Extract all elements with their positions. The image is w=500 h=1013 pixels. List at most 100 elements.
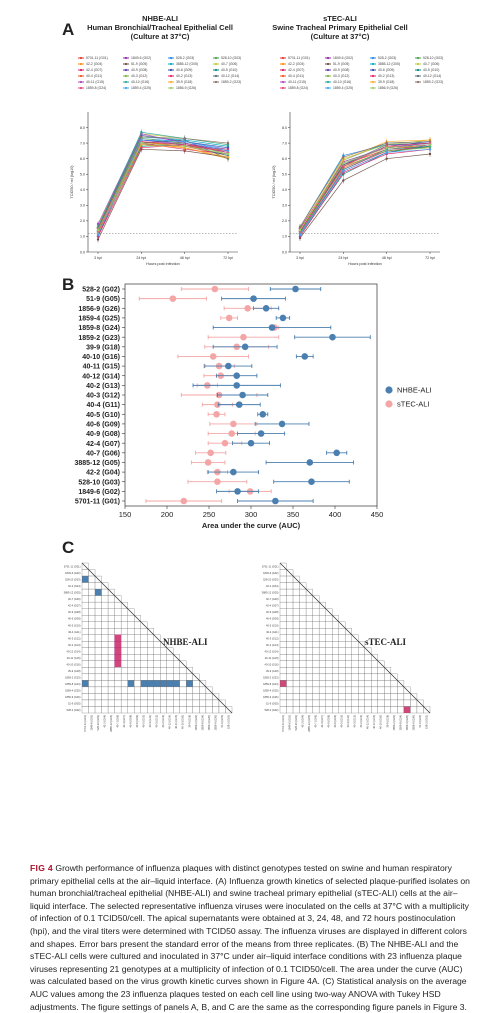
heatmap-cell bbox=[88, 641, 96, 648]
heatmap-cell bbox=[364, 693, 372, 701]
heatmap-cell bbox=[179, 686, 187, 694]
heatmap-cell bbox=[173, 660, 180, 668]
heatmap-cell bbox=[153, 686, 161, 694]
heatmap-cell bbox=[107, 595, 115, 603]
heatmap-cell bbox=[160, 680, 167, 688]
row-label: 1859-4 (G25) bbox=[65, 688, 81, 692]
heatmap-cell bbox=[127, 615, 135, 622]
heatmap-cell bbox=[81, 673, 89, 681]
heatmap-cell bbox=[358, 680, 365, 688]
heatmap-cell bbox=[160, 647, 167, 655]
heatmap-cell bbox=[107, 628, 115, 635]
heatmap-cell bbox=[160, 673, 167, 681]
heatmap-cell bbox=[107, 647, 115, 655]
legend-marker bbox=[371, 56, 375, 60]
panel-a-right-title: sTEC-ALI bbox=[323, 14, 357, 23]
series-line bbox=[299, 139, 431, 231]
heatmap-cell bbox=[88, 582, 96, 590]
data-point bbox=[140, 131, 143, 134]
heatmap-cell bbox=[179, 706, 187, 714]
row-label: 528-10 (G03) bbox=[65, 578, 81, 582]
data-point bbox=[213, 410, 220, 418]
heatmap-cell bbox=[371, 673, 378, 681]
heatmap-cell bbox=[397, 693, 405, 701]
row-label: 40-9 (G08) bbox=[266, 610, 279, 614]
heatmap-cell bbox=[153, 706, 161, 714]
heatmap-cell bbox=[160, 686, 167, 694]
heatmap-cell bbox=[318, 667, 326, 675]
data-point bbox=[241, 343, 249, 351]
heatmap-cell bbox=[173, 686, 180, 694]
heatmap-cell bbox=[345, 686, 352, 694]
heatmap-cell bbox=[338, 693, 346, 701]
heatmap-cell bbox=[94, 608, 102, 616]
heatmap-cell bbox=[286, 575, 294, 583]
data-point bbox=[211, 285, 219, 293]
panel-a-left-title-block: NHBE-ALI Human Bronchial/Tracheal Epithe… bbox=[70, 14, 250, 41]
heatmap-cell bbox=[279, 667, 287, 675]
heatmap-cell bbox=[305, 699, 313, 707]
data-point bbox=[247, 439, 255, 447]
heatmap-cell bbox=[318, 615, 326, 622]
heatmap-cell bbox=[299, 693, 307, 701]
column-label: 40-7 (G06) bbox=[116, 715, 120, 728]
y-tick-label: 4.0 bbox=[282, 188, 287, 192]
heatmap-cell bbox=[114, 699, 122, 707]
heatmap-cell bbox=[101, 693, 109, 701]
heatmap-cell bbox=[114, 680, 122, 688]
heatmap-cell bbox=[186, 693, 194, 701]
heatmap-cell bbox=[312, 628, 320, 635]
column-label: 40-12 (G14) bbox=[366, 715, 370, 729]
heatmap-cell bbox=[318, 673, 326, 681]
row-label: 40-4 (G11) bbox=[68, 630, 80, 634]
data-point bbox=[342, 165, 345, 168]
heatmap-cell bbox=[338, 654, 346, 661]
data-point bbox=[140, 135, 143, 139]
heatmap-cell bbox=[305, 680, 313, 688]
heatmap-cell bbox=[88, 601, 96, 609]
panel-b-label: B bbox=[62, 275, 75, 294]
heatmap-cell bbox=[292, 595, 300, 603]
heatmap-cell bbox=[299, 621, 307, 629]
heatmap-cell bbox=[127, 628, 135, 635]
heatmap-cell bbox=[166, 680, 174, 688]
heatmap-cell bbox=[88, 575, 96, 583]
heatmap-cell bbox=[338, 706, 346, 714]
heatmap-cell bbox=[199, 699, 207, 707]
heatmap-cell bbox=[318, 706, 326, 714]
column-label: 51-9 (G05) bbox=[220, 715, 224, 728]
column-label: 40-12 (G14) bbox=[168, 715, 172, 729]
heatmap-cell bbox=[81, 699, 89, 707]
x-tick-label: 200 bbox=[161, 510, 174, 519]
heatmap-cell bbox=[292, 647, 300, 655]
legend-entry: 40-12 (G14) bbox=[423, 74, 441, 78]
column-label: 528-10 (G03) bbox=[96, 715, 100, 731]
row-label: 40-7 (G06) bbox=[68, 597, 81, 601]
data-point bbox=[140, 146, 143, 149]
heatmap-cell bbox=[160, 693, 167, 701]
heatmap-cell bbox=[279, 569, 287, 577]
heatmap-cell bbox=[127, 693, 135, 701]
heatmap-cell bbox=[120, 641, 128, 648]
legend-entry: 40-4 (G11) bbox=[86, 74, 102, 78]
data-point bbox=[221, 439, 229, 447]
data-point bbox=[183, 145, 186, 148]
heatmap-cell bbox=[147, 673, 154, 681]
figure-caption: FIG 4 Growth performance of influenza pl… bbox=[30, 862, 475, 1013]
legend-entry: 528-10 (G03) bbox=[221, 56, 241, 60]
column-label: 40-9 (G08) bbox=[327, 715, 331, 728]
heatmap-cell bbox=[192, 680, 200, 688]
heatmap-cell bbox=[286, 628, 294, 635]
row-label: 39-9 (G18) bbox=[68, 669, 81, 673]
data-point bbox=[385, 146, 388, 149]
heatmap-cell bbox=[107, 673, 115, 681]
panel-a-left-culture: (Culture at 37°C) bbox=[130, 32, 190, 41]
row-label: 5701-11 (G01) bbox=[262, 565, 279, 569]
heatmap-cell bbox=[292, 634, 300, 642]
legend-marker bbox=[79, 86, 83, 90]
y-tick-label: 1856-9 (G26) bbox=[78, 306, 120, 313]
heatmap-cell bbox=[286, 699, 294, 707]
data-point bbox=[333, 449, 340, 457]
heatmap-cell bbox=[147, 660, 154, 668]
row-label: 1856-9 (G26) bbox=[65, 695, 81, 699]
